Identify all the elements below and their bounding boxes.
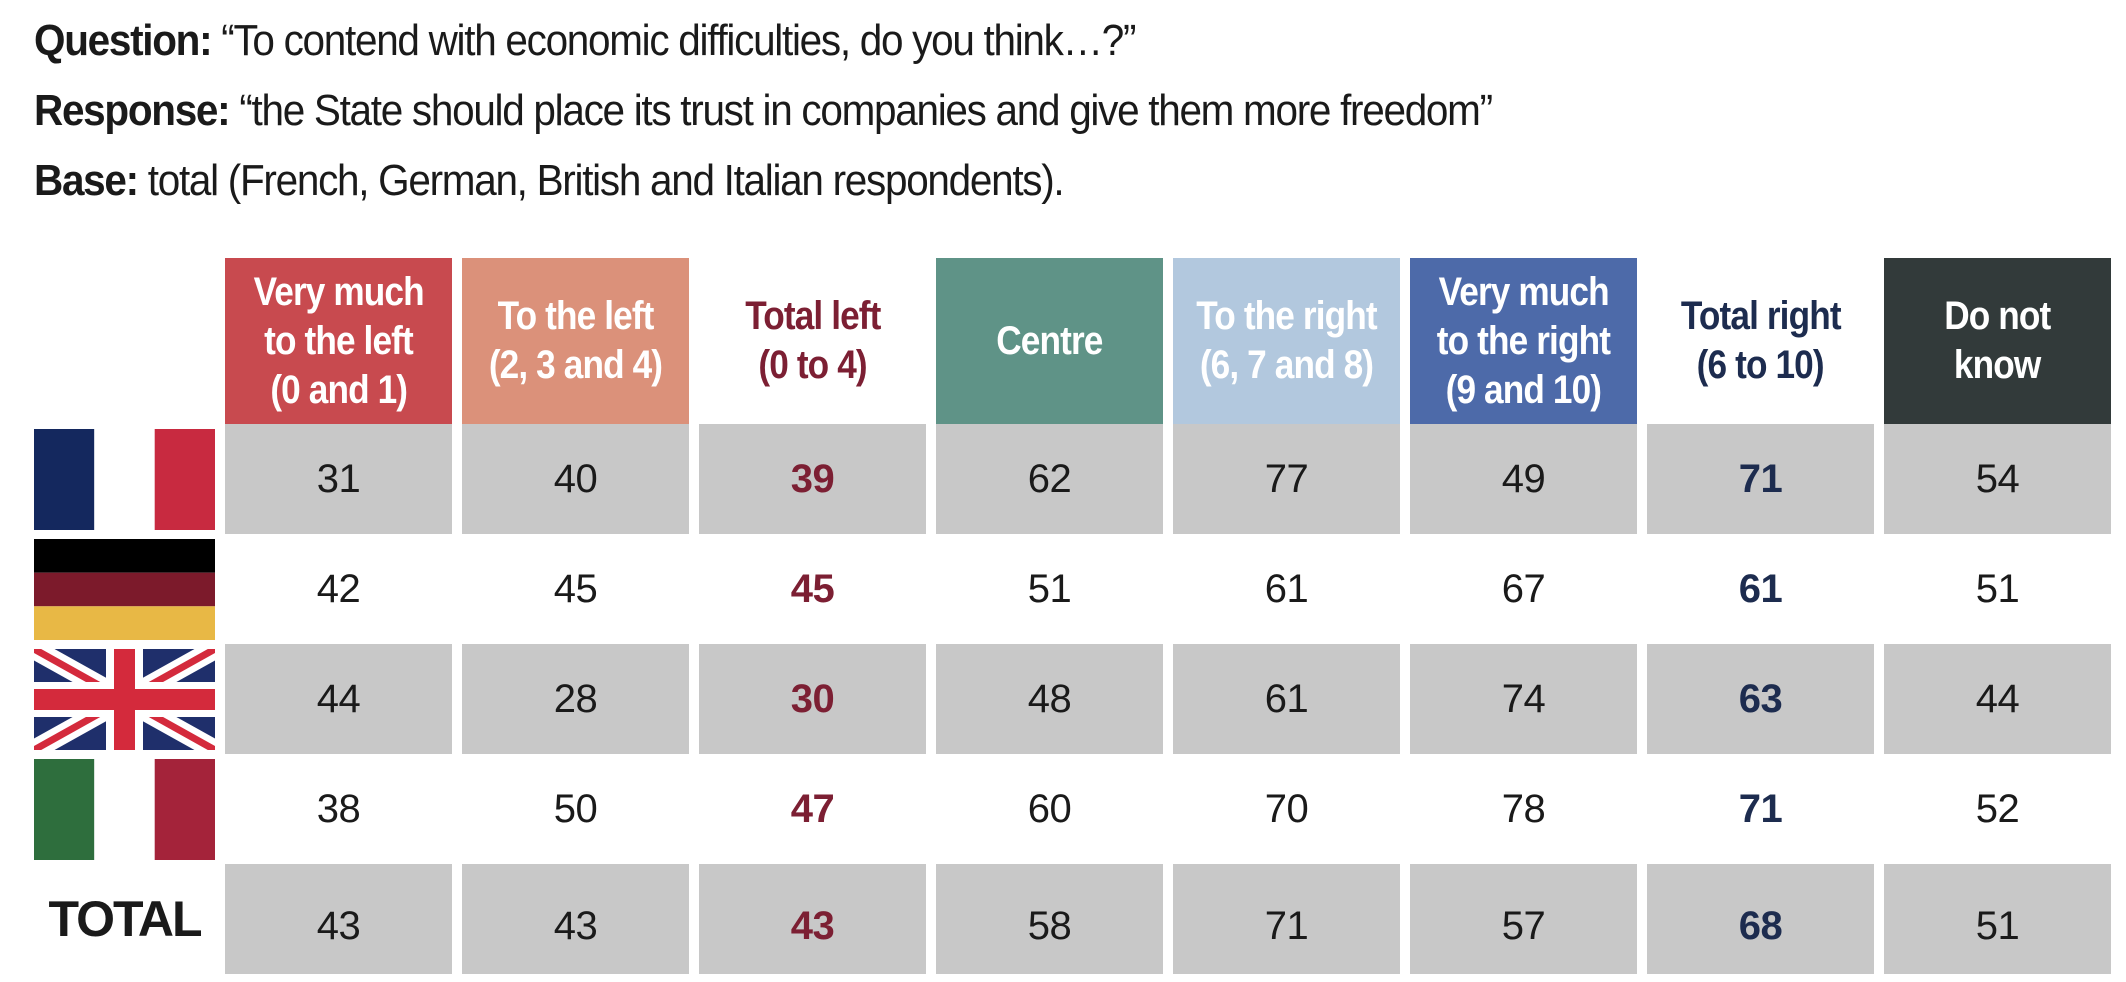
column-header: Do not know xyxy=(1884,258,2111,424)
table-row: 42 45 45 51 61 67 61 51 xyxy=(34,534,2111,644)
results-table: Very much to the left (0 and 1) To the left… xyxy=(24,258,2121,974)
column-header: Total right (6 to 10) xyxy=(1647,258,1874,424)
column-header: To the right (6, 7 and 8) xyxy=(1173,258,1400,424)
flag-cell xyxy=(34,754,215,864)
table-row: 38 50 47 60 70 78 71 52 xyxy=(34,754,2111,864)
column-header-line: Very much xyxy=(253,269,424,314)
intro-block: Question: “To contend with economic diff… xyxy=(34,6,1619,216)
column-header-line: To the left xyxy=(497,294,655,338)
table-cell: 71 xyxy=(1647,424,1874,534)
table-cell: 71 xyxy=(1173,864,1400,974)
table-row: 31 40 39 62 77 49 71 54 xyxy=(34,424,2111,534)
table-cell: 60 xyxy=(936,754,1163,864)
column-header: Very much to the right (9 and 10) xyxy=(1410,258,1637,424)
table-cell: 61 xyxy=(1173,534,1400,644)
column-header-line: (0 and 1) xyxy=(270,367,408,412)
base-text: total (French, German, British and Itali… xyxy=(137,156,1065,205)
table-cell: 43 xyxy=(699,864,926,974)
column-header-line: Total right xyxy=(1680,294,1842,338)
table-cell: 42 xyxy=(225,534,452,644)
column-header-line: know xyxy=(1954,343,2041,387)
table-cell: 67 xyxy=(1410,534,1637,644)
response-line: Response: “the State should place its tr… xyxy=(34,76,1493,146)
table-cell: 51 xyxy=(1884,864,2111,974)
column-header-line: (0 to 4) xyxy=(758,343,867,387)
corner-cell xyxy=(34,258,215,424)
table-cell: 40 xyxy=(462,424,689,534)
table-cell: 61 xyxy=(1647,534,1874,644)
results-table-body: 31 40 39 62 77 49 71 54 42 45 45 51 61 67 61 51 44 28 30 48… xyxy=(34,424,2111,974)
response-label: Response: xyxy=(34,86,231,135)
table-cell: 30 xyxy=(699,644,926,754)
column-header: To the left (2, 3 and 4) xyxy=(462,258,689,424)
table-cell: 78 xyxy=(1410,754,1637,864)
table-cell: 52 xyxy=(1884,754,2111,864)
table-cell: 45 xyxy=(699,534,926,644)
table-cell: 43 xyxy=(462,864,689,974)
response-text: “the State should place its trust in com… xyxy=(229,86,1493,135)
table-cell: 44 xyxy=(1884,644,2111,754)
base-label: Base: xyxy=(34,156,139,205)
question-line: Question: “To contend with economic diff… xyxy=(34,6,1492,76)
table-cell: 68 xyxy=(1647,864,1874,974)
column-header: Total left (0 to 4) xyxy=(699,258,926,424)
flag-cell xyxy=(34,644,215,754)
column-header-line: Centre xyxy=(996,318,1103,363)
column-header-line: to the right xyxy=(1436,318,1611,363)
question-text: “To contend with economic difficulties, … xyxy=(211,16,1136,65)
flag-cell xyxy=(34,534,215,644)
table-cell: 54 xyxy=(1884,424,2111,534)
table-cell: 74 xyxy=(1410,644,1637,754)
table-cell: 38 xyxy=(225,754,452,864)
question-label: Question: xyxy=(34,16,213,65)
base-line: Base: total (French, German, British and… xyxy=(34,146,1492,216)
column-header-line: Do not xyxy=(1944,294,2051,338)
table-cell: 45 xyxy=(462,534,689,644)
table-cell: 70 xyxy=(1173,754,1400,864)
uk-flag-icon xyxy=(34,648,215,750)
total-label: TOTAL xyxy=(48,891,202,947)
column-header-line: (6, 7 and 8) xyxy=(1199,343,1374,387)
table-cell: 31 xyxy=(225,424,452,534)
table-cell: 51 xyxy=(1884,534,2111,644)
table-cell: 63 xyxy=(1647,644,1874,754)
column-header: Centre xyxy=(936,258,1163,424)
table-cell: 62 xyxy=(936,424,1163,534)
table-row: 44 28 30 48 61 74 63 44 xyxy=(34,644,2111,754)
column-header-line: Very much xyxy=(1438,269,1609,314)
table-cell: 61 xyxy=(1173,644,1400,754)
table-cell: 39 xyxy=(699,424,926,534)
column-header-line: To the right xyxy=(1196,294,1377,338)
column-header-line: (6 to 10) xyxy=(1696,343,1825,387)
header-row: Very much to the left (0 and 1) To the left… xyxy=(34,258,2111,424)
table-cell: 43 xyxy=(225,864,452,974)
column-header-line: (2, 3 and 4) xyxy=(488,343,663,387)
table-cell: 47 xyxy=(699,754,926,864)
table-cell: 49 xyxy=(1410,424,1637,534)
column-header-line: to the left xyxy=(264,318,414,363)
table-cell: 28 xyxy=(462,644,689,754)
table-cell: 57 xyxy=(1410,864,1637,974)
table-cell: 71 xyxy=(1647,754,1874,864)
table-cell: 58 xyxy=(936,864,1163,974)
column-header: Very much to the left (0 and 1) xyxy=(225,258,452,424)
column-header-line: Total left xyxy=(744,294,881,338)
total-row: TOTAL 43 43 43 58 71 57 68 51 xyxy=(34,864,2111,974)
italy-flag-icon xyxy=(34,758,215,860)
column-header-line: (9 and 10) xyxy=(1445,367,1602,412)
table-cell: 44 xyxy=(225,644,452,754)
table-cell: 77 xyxy=(1173,424,1400,534)
table-cell: 48 xyxy=(936,644,1163,754)
germany-flag-icon xyxy=(34,538,215,640)
france-flag-icon xyxy=(34,428,215,530)
table-cell: 50 xyxy=(462,754,689,864)
flag-cell xyxy=(34,424,215,534)
table-cell: 51 xyxy=(936,534,1163,644)
